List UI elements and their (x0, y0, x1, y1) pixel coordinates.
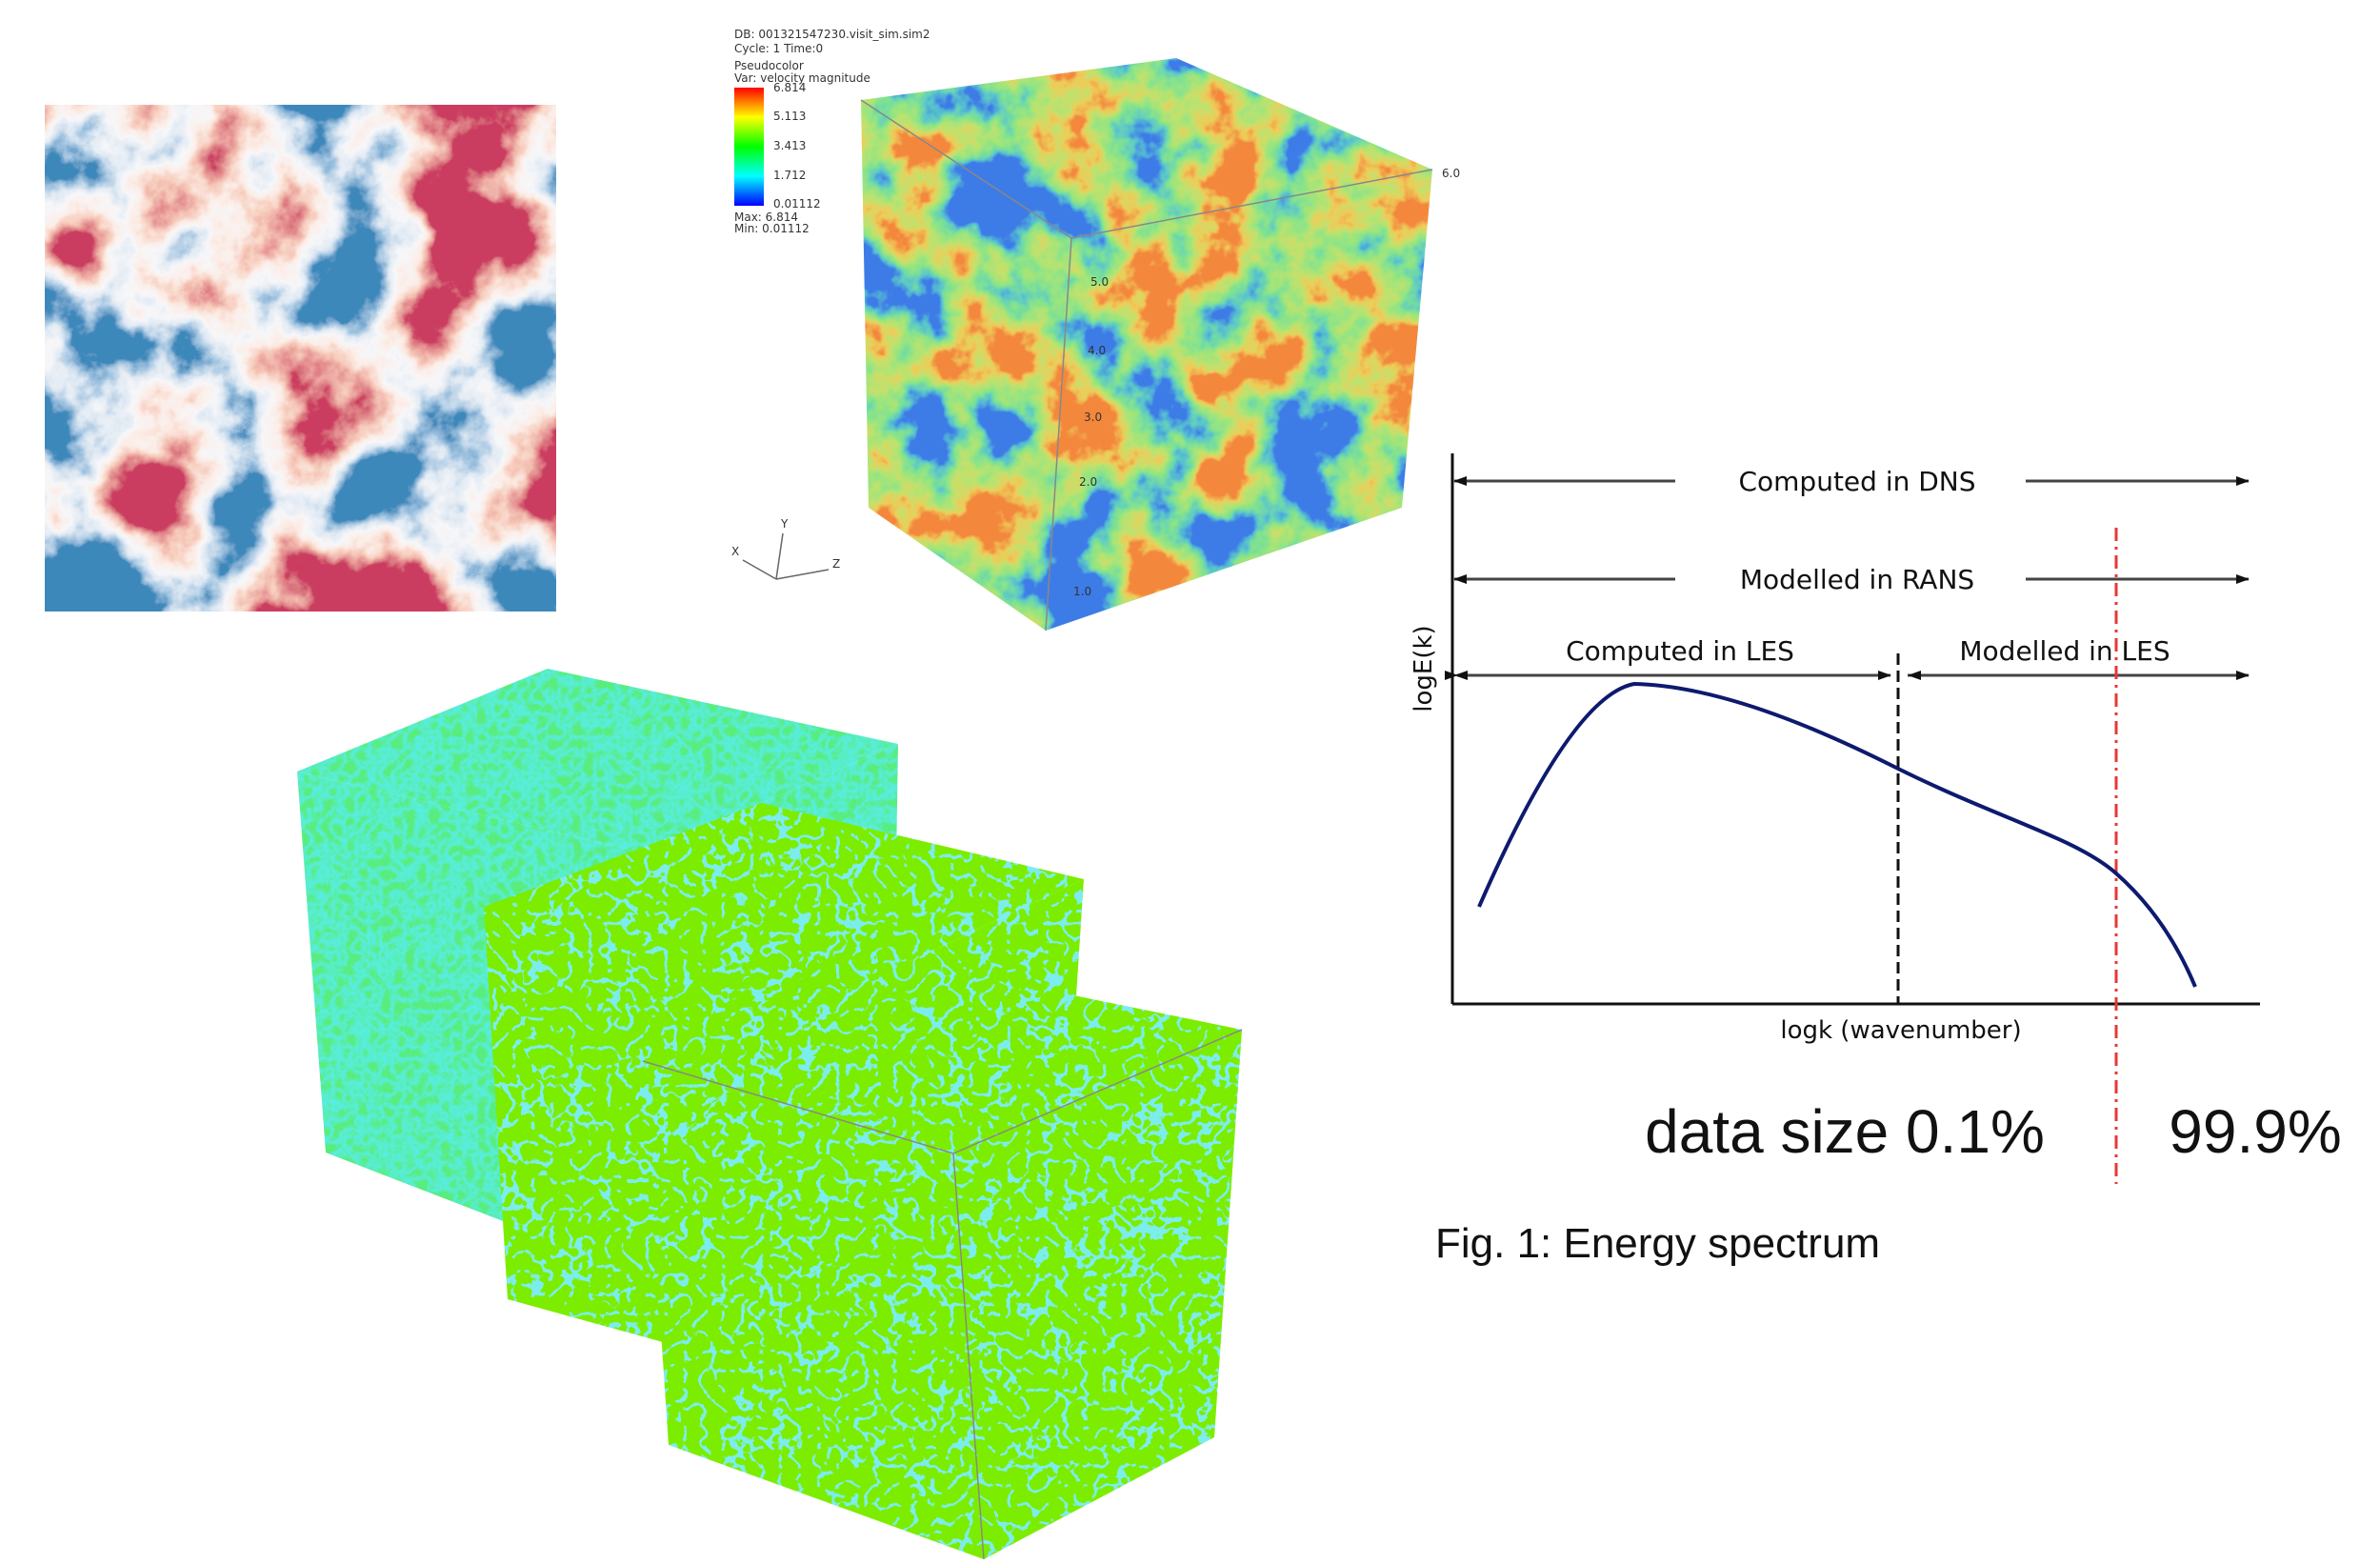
x-axis-label: logk (wavenumber) (1780, 1016, 2021, 1045)
data-size-right: 99.9% (2169, 1097, 2341, 1166)
arrow-head (1908, 671, 1921, 680)
cube-axis-label: 4.0 (1088, 344, 1106, 357)
data-size-left: data size 0.1% (1645, 1097, 2045, 1166)
les-modelled-label: Modelled in LES (1959, 635, 2170, 667)
cube-axis-label: 2.0 (1079, 475, 1097, 489)
axis-triad (743, 533, 829, 579)
legend-tick: 3.413 (773, 139, 806, 152)
caption: Fig. 1: Energy spectrum (1435, 1220, 1880, 1267)
spectrum-curve (1479, 684, 2195, 987)
cube-face (1046, 170, 1432, 631)
plot-line: Pseudocolor (734, 59, 804, 72)
cube-axis-label: 3.0 (1084, 411, 1102, 424)
cube-axis-label: 6.0 (1442, 167, 1460, 180)
cube-axis-label: 5.0 (1090, 275, 1109, 289)
heatmap-slice (45, 105, 556, 612)
rans-label: Modelled in RANS (1740, 564, 1974, 595)
triad-label: Y (780, 517, 789, 531)
triad-label: Z (832, 557, 840, 571)
les-computed-label: Computed in LES (1566, 635, 1794, 667)
min-label: Min: 0.01112 (734, 222, 810, 235)
cube-axis-label: 1.0 (1073, 585, 1091, 598)
legend-tick: 5.113 (773, 110, 806, 123)
vortex-cubes (297, 669, 1242, 1559)
legend-tick: 6.814 (773, 81, 806, 94)
db-line: DB: 001321547230.visit_sim.sim2 (734, 28, 930, 41)
cycle-line: Cycle: 1 Time:0 (734, 42, 823, 55)
legend-tick: 0.01112 (773, 197, 821, 211)
energy-spectrum: Computed in DNS Modelled in RANS Compute… (1410, 453, 2342, 1267)
legend-tick: 1.712 (773, 169, 806, 182)
velocity-cube: 6.0 5.0 4.0 3.0 2.0 1.0 (861, 58, 1460, 631)
arrow-head (1454, 671, 1468, 680)
figure: DB: 001321547230.visit_sim.sim2 Cycle: 1… (0, 0, 2380, 1559)
color-legend (734, 88, 764, 206)
dns-label: Computed in DNS (1738, 466, 1975, 497)
triad-label: X (731, 545, 739, 558)
y-axis-label: logE(k) (1410, 625, 1438, 712)
